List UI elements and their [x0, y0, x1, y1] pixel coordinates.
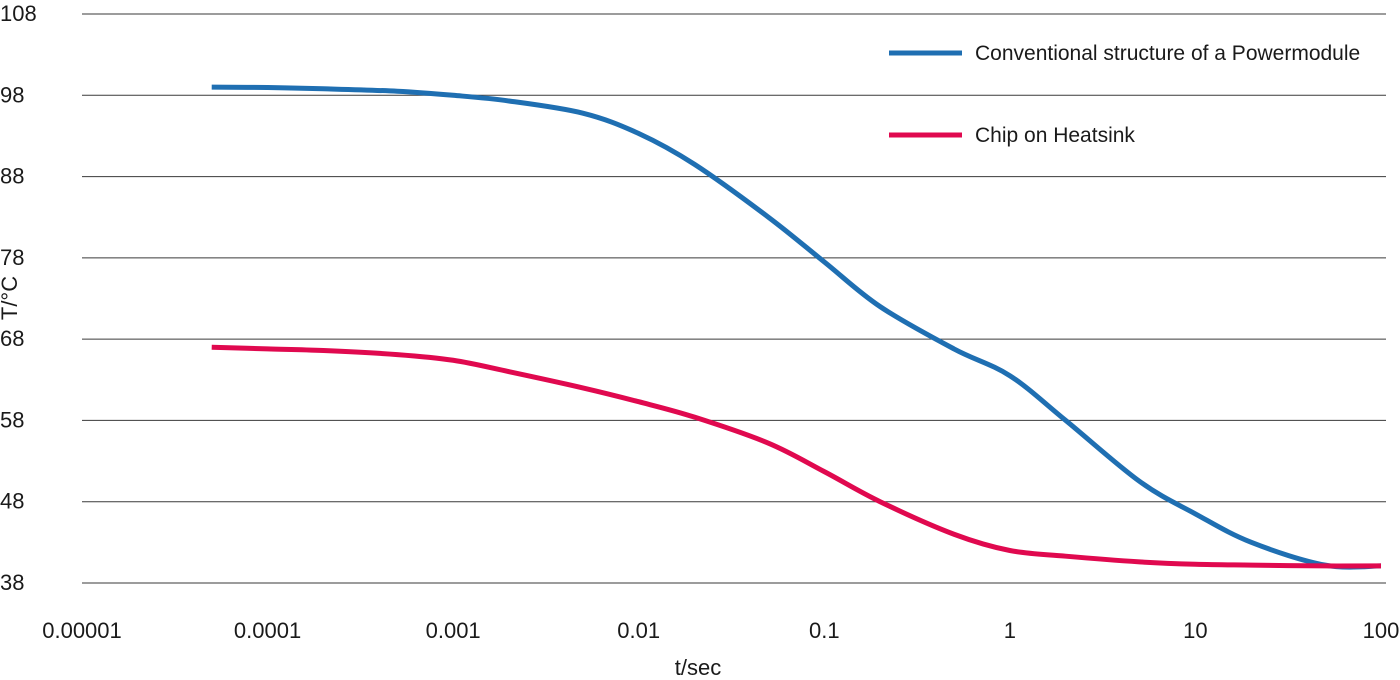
y-tick-label: 98	[0, 82, 24, 107]
x-tick-label: 10	[1183, 618, 1207, 643]
y-axis-label: T/°C	[0, 276, 22, 320]
series-line-chip-on-heatsink	[211, 344, 1382, 569]
series-line-conventional-powermodule	[211, 84, 1382, 570]
legend-label: Chip on Heatsink	[975, 124, 1135, 147]
x-tick-label: 1	[1004, 618, 1016, 643]
y-tick-label: 88	[0, 164, 24, 189]
gridlines	[82, 13, 1386, 584]
y-tick-label: 48	[0, 489, 24, 514]
x-tick-label: 0.0001	[234, 618, 301, 643]
y-tick-label: 68	[0, 326, 24, 351]
y-tick-label: 58	[0, 407, 24, 432]
y-axis-ticks: 108 98 88 78 68 58 48 38	[0, 1, 37, 595]
legend-label: Conventional structure of a Powermodule	[975, 42, 1360, 65]
y-tick-label: 108	[0, 1, 37, 26]
legend: Conventional structure of a Powermodule C…	[889, 42, 1360, 147]
series-lines	[211, 84, 1382, 570]
y-tick-label: 38	[0, 570, 24, 595]
x-axis-label: t/sec	[675, 655, 721, 680]
x-tick-label: 0.001	[426, 618, 481, 643]
x-tick-label: 0.01	[617, 618, 660, 643]
y-tick-label: 78	[0, 245, 24, 270]
x-axis-ticks: 0.00001 0.0001 0.001 0.01 0.1 1 10 100	[42, 618, 1399, 643]
x-tick-label: 0.1	[809, 618, 840, 643]
x-tick-label: 0.00001	[42, 618, 122, 643]
x-tick-label: 100	[1363, 618, 1400, 643]
